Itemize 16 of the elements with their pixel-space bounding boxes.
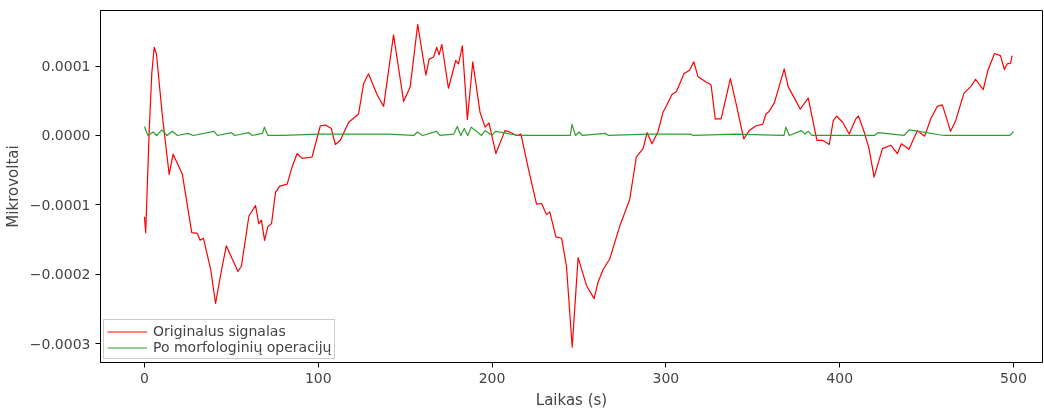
y-tick-label: 0.0001 [41, 58, 91, 75]
x-tick-label: 0 [140, 369, 149, 386]
line-series [143, 123, 1015, 137]
y-tick-label: 0.0000 [41, 127, 91, 144]
y-axis-title: Mikrovoltai [3, 145, 22, 228]
x-tick-label: 400 [826, 369, 854, 386]
x-tick-label: 200 [478, 369, 506, 386]
legend-label: Po morfologinių operacijų [153, 339, 332, 355]
x-tick-label: 500 [1000, 369, 1027, 386]
legend-label: Originalus signalas [153, 323, 286, 339]
x-tick-label: 100 [304, 369, 332, 386]
y-tick-label: −0.0001 [29, 196, 91, 213]
x-axis-title: Laikas (s) [535, 390, 608, 409]
y-tick-label: −0.0002 [29, 266, 91, 283]
x-tick-label: 300 [652, 369, 680, 386]
y-tick-label: −0.0003 [29, 335, 91, 352]
